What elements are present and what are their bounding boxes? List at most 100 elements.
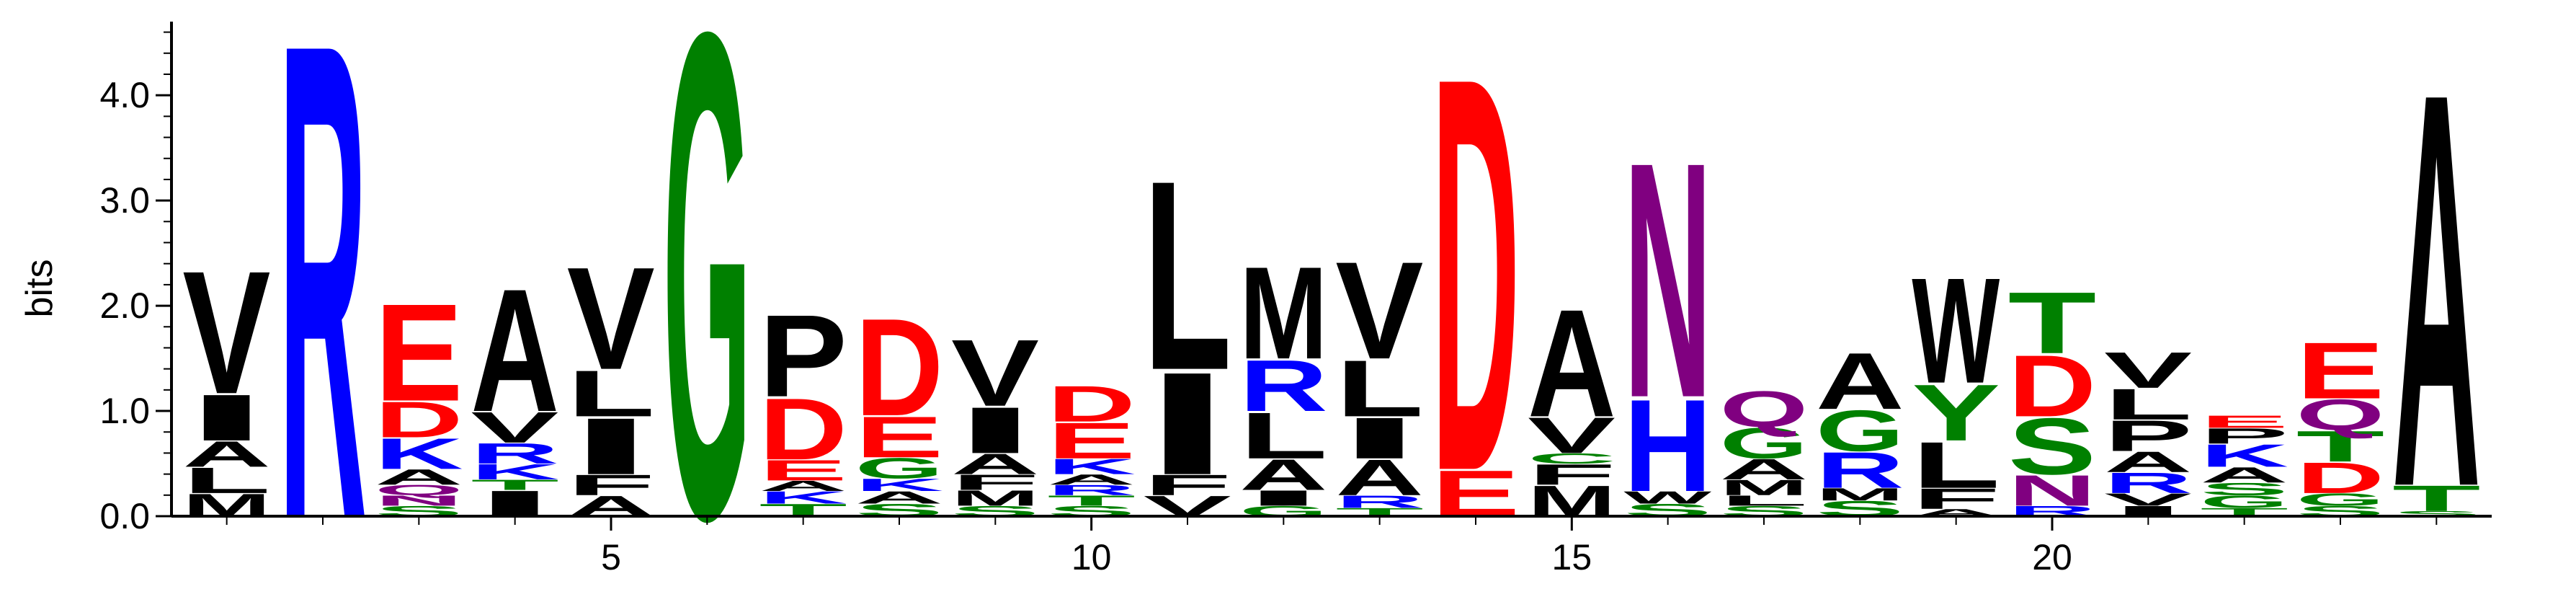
logo-letter-A: A bbox=[2392, 0, 2481, 589]
logo-letter-K: K bbox=[855, 475, 944, 495]
logo-letter-L: L bbox=[1239, 399, 1328, 473]
logo-letter-I: I bbox=[182, 381, 271, 454]
logo-letter-I: I bbox=[1335, 406, 1424, 471]
logo-letter-N: N bbox=[2008, 466, 2097, 515]
logo-letter-A: A bbox=[951, 448, 1040, 480]
axes-layer: 0.0 1.0 2.0 3.0 4.0 5 10 15 20 bbox=[99, 22, 2492, 577]
logo-letter-P: P bbox=[2104, 412, 2193, 461]
logo-letter-A: A bbox=[1047, 471, 1136, 488]
logo-letter-R: R bbox=[1239, 345, 1328, 427]
logo-letter-K: K bbox=[1047, 454, 1136, 479]
logo-letter-M: M bbox=[1720, 475, 1809, 500]
logo-letter-F: F bbox=[1144, 469, 1232, 501]
logo-letter-G: G bbox=[2296, 490, 2385, 509]
logo-letter-A: A bbox=[182, 434, 271, 475]
logo-letter-Q: Q bbox=[2296, 391, 2385, 440]
logo-letter-T: T bbox=[471, 477, 559, 493]
logo-letter-E: E bbox=[1047, 412, 1136, 469]
logo-letter-A: A bbox=[2104, 446, 2193, 478]
logo-column-6: G bbox=[663, 0, 752, 589]
logo-letter-V: V bbox=[1335, 233, 1423, 388]
y-tick-label: 2.0 bbox=[99, 285, 150, 326]
logo-letter-G: G bbox=[1720, 419, 1809, 468]
logo-letter-S: S bbox=[2392, 510, 2481, 518]
logo-letter-A: A bbox=[1528, 278, 1616, 449]
logo-letter-D: D bbox=[2008, 337, 2097, 435]
logo-letter-K: K bbox=[2200, 438, 2288, 474]
logo-letter-M: M bbox=[1816, 484, 1904, 504]
logo-letter-A: A bbox=[1720, 453, 1809, 485]
logo-letter-T: T bbox=[2296, 422, 2385, 471]
logo-letter-V: V bbox=[182, 234, 270, 430]
logo-letter-K: K bbox=[471, 460, 559, 484]
logo-letter-D: D bbox=[759, 381, 847, 479]
logo-letter-G: G bbox=[663, 0, 752, 589]
logo-letter-P: P bbox=[2200, 424, 2288, 448]
logo-letter-A: A bbox=[1239, 451, 1328, 500]
logo-letter-Y: Y bbox=[1912, 368, 2000, 458]
logo-letter-R: R bbox=[1335, 492, 1424, 511]
logo-letter-T: T bbox=[2392, 478, 2481, 519]
logo-letter-A: A bbox=[1335, 448, 1424, 506]
logo-letter-I: I bbox=[1144, 342, 1232, 505]
logo-letter-R: R bbox=[1047, 482, 1136, 499]
logo-letter-E: E bbox=[759, 454, 847, 487]
logo-letter-W: W bbox=[1912, 247, 2000, 415]
y-tick-label: 0.0 bbox=[99, 496, 150, 536]
logo-letter-F: F bbox=[567, 469, 656, 501]
logo-letter-D: D bbox=[375, 391, 463, 448]
logo-letter-L: L bbox=[1335, 344, 1424, 433]
logo-letter-M: M bbox=[1239, 240, 1328, 387]
logo-letter-F: F bbox=[1912, 482, 2000, 515]
logo-letter-E: E bbox=[2296, 326, 2385, 416]
logo-letter-V: V bbox=[951, 320, 1039, 426]
logo-column-2: R bbox=[279, 0, 367, 589]
logo-letter-V: V bbox=[567, 236, 655, 400]
x-tick-label: 5 bbox=[601, 537, 621, 577]
logo-letter-I: I bbox=[1239, 486, 1328, 510]
logo-letter-H: H bbox=[1623, 372, 1712, 519]
logo-letter-G: G bbox=[2200, 492, 2288, 511]
logo-letter-D: D bbox=[1432, 0, 1520, 588]
logo-letter-S: S bbox=[2008, 402, 2097, 492]
logo-letter-L: L bbox=[182, 460, 271, 501]
y-tick-label: 3.0 bbox=[99, 180, 150, 221]
logo-letter-V: V bbox=[2104, 342, 2192, 399]
logo-letter-A: A bbox=[375, 465, 463, 490]
logo-letter-D: D bbox=[2296, 454, 2385, 503]
logo-letter-V: V bbox=[2104, 490, 2192, 509]
logo-letter-D: D bbox=[855, 291, 944, 445]
logo-column-14: ED bbox=[1432, 0, 1520, 588]
logo-letter-K: K bbox=[759, 487, 847, 507]
logo-letter-L: L bbox=[567, 357, 656, 430]
logo-letter-C: C bbox=[1528, 451, 1616, 467]
logo-letter-V: V bbox=[471, 403, 558, 452]
logo-letter-R: R bbox=[2104, 466, 2193, 499]
logo-letter-T: T bbox=[1047, 492, 1136, 509]
logo-letter-A: A bbox=[855, 487, 944, 507]
logo-letter-E: E bbox=[375, 275, 463, 430]
x-tick-label: 20 bbox=[2032, 537, 2072, 577]
logo-letter-P: P bbox=[759, 291, 847, 421]
logo-letter-Q: Q bbox=[1720, 381, 1809, 438]
logo-letter-R: R bbox=[1816, 441, 1904, 499]
logo-letter-F: F bbox=[951, 470, 1040, 495]
